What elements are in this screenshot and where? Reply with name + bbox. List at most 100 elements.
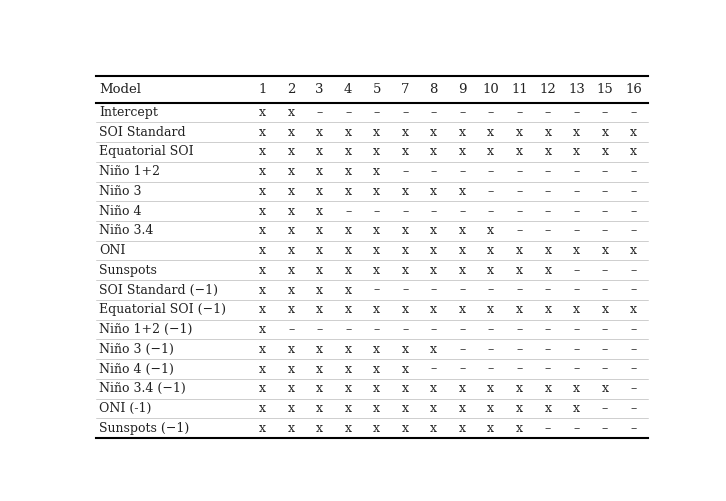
Text: Niño 1+2 (−1): Niño 1+2 (−1)	[99, 323, 192, 336]
Text: –: –	[602, 343, 608, 356]
Text: x: x	[516, 244, 523, 257]
Text: x: x	[544, 402, 552, 415]
Text: –: –	[431, 323, 437, 336]
Text: 11: 11	[511, 83, 528, 96]
Text: –: –	[345, 323, 351, 336]
Text: Intercept: Intercept	[99, 106, 158, 119]
Text: –: –	[574, 204, 579, 217]
Text: –: –	[488, 185, 494, 198]
Text: –: –	[544, 363, 551, 376]
Text: x: x	[259, 343, 266, 356]
Text: x: x	[401, 303, 409, 316]
Text: x: x	[345, 402, 351, 415]
Text: x: x	[401, 363, 409, 376]
Text: x: x	[544, 126, 552, 139]
Text: –: –	[374, 204, 380, 217]
Text: x: x	[431, 303, 437, 316]
Text: x: x	[431, 185, 437, 198]
Text: –: –	[516, 343, 523, 356]
Text: x: x	[259, 323, 266, 336]
Text: x: x	[601, 303, 608, 316]
Text: Niño 3 (−1): Niño 3 (−1)	[99, 343, 174, 356]
Text: –: –	[544, 106, 551, 119]
Text: x: x	[316, 126, 323, 139]
Text: x: x	[316, 224, 323, 237]
Text: –: –	[574, 343, 579, 356]
Text: x: x	[431, 343, 437, 356]
Text: x: x	[316, 145, 323, 158]
Text: –: –	[544, 284, 551, 297]
Text: x: x	[345, 382, 351, 395]
Text: –: –	[402, 323, 408, 336]
Text: x: x	[573, 382, 580, 395]
Text: x: x	[316, 244, 323, 257]
Text: x: x	[316, 363, 323, 376]
Text: –: –	[345, 106, 351, 119]
Text: x: x	[316, 204, 323, 217]
Text: x: x	[516, 126, 523, 139]
Text: –: –	[488, 323, 494, 336]
Text: x: x	[401, 382, 409, 395]
Text: x: x	[459, 303, 466, 316]
Text: x: x	[316, 402, 323, 415]
Text: –: –	[459, 106, 465, 119]
Text: x: x	[287, 343, 295, 356]
Text: –: –	[431, 165, 437, 178]
Text: –: –	[574, 106, 579, 119]
Text: –: –	[574, 422, 579, 435]
Text: x: x	[287, 106, 295, 119]
Text: x: x	[630, 145, 637, 158]
Text: x: x	[601, 382, 608, 395]
Text: –: –	[402, 284, 408, 297]
Text: –: –	[459, 363, 465, 376]
Text: Niño 3.4: Niño 3.4	[99, 224, 154, 237]
Text: 3: 3	[315, 83, 324, 96]
Text: –: –	[574, 185, 579, 198]
Text: –: –	[488, 363, 494, 376]
Text: –: –	[544, 165, 551, 178]
Text: –: –	[488, 343, 494, 356]
Text: –: –	[630, 402, 637, 415]
Text: 5: 5	[372, 83, 381, 96]
Text: x: x	[544, 244, 552, 257]
Text: –: –	[516, 224, 523, 237]
Text: x: x	[431, 224, 437, 237]
Text: x: x	[259, 165, 266, 178]
Text: –: –	[574, 165, 579, 178]
Text: x: x	[516, 303, 523, 316]
Text: x: x	[373, 264, 380, 277]
Text: –: –	[544, 224, 551, 237]
Text: –: –	[345, 204, 351, 217]
Text: SOI Standard (−1): SOI Standard (−1)	[99, 284, 219, 297]
Text: Niño 3: Niño 3	[99, 185, 142, 198]
Text: –: –	[402, 165, 408, 178]
Text: 1: 1	[258, 83, 266, 96]
Text: x: x	[345, 185, 351, 198]
Text: –: –	[516, 284, 523, 297]
Text: x: x	[345, 165, 351, 178]
Text: x: x	[259, 363, 266, 376]
Text: 13: 13	[568, 83, 585, 96]
Text: 8: 8	[430, 83, 438, 96]
Text: –: –	[602, 185, 608, 198]
Text: x: x	[345, 343, 351, 356]
Text: –: –	[544, 185, 551, 198]
Text: ONI: ONI	[99, 244, 126, 257]
Text: –: –	[602, 264, 608, 277]
Text: x: x	[401, 145, 409, 158]
Text: x: x	[516, 145, 523, 158]
Text: –: –	[431, 363, 437, 376]
Text: 12: 12	[539, 83, 556, 96]
Text: x: x	[487, 264, 494, 277]
Text: x: x	[345, 244, 351, 257]
Text: x: x	[259, 264, 266, 277]
Text: x: x	[516, 402, 523, 415]
Text: x: x	[345, 126, 351, 139]
Text: –: –	[488, 204, 494, 217]
Text: x: x	[373, 145, 380, 158]
Text: Niño 4: Niño 4	[99, 204, 142, 217]
Text: x: x	[487, 422, 494, 435]
Text: –: –	[317, 323, 323, 336]
Text: x: x	[459, 264, 466, 277]
Text: –: –	[630, 224, 637, 237]
